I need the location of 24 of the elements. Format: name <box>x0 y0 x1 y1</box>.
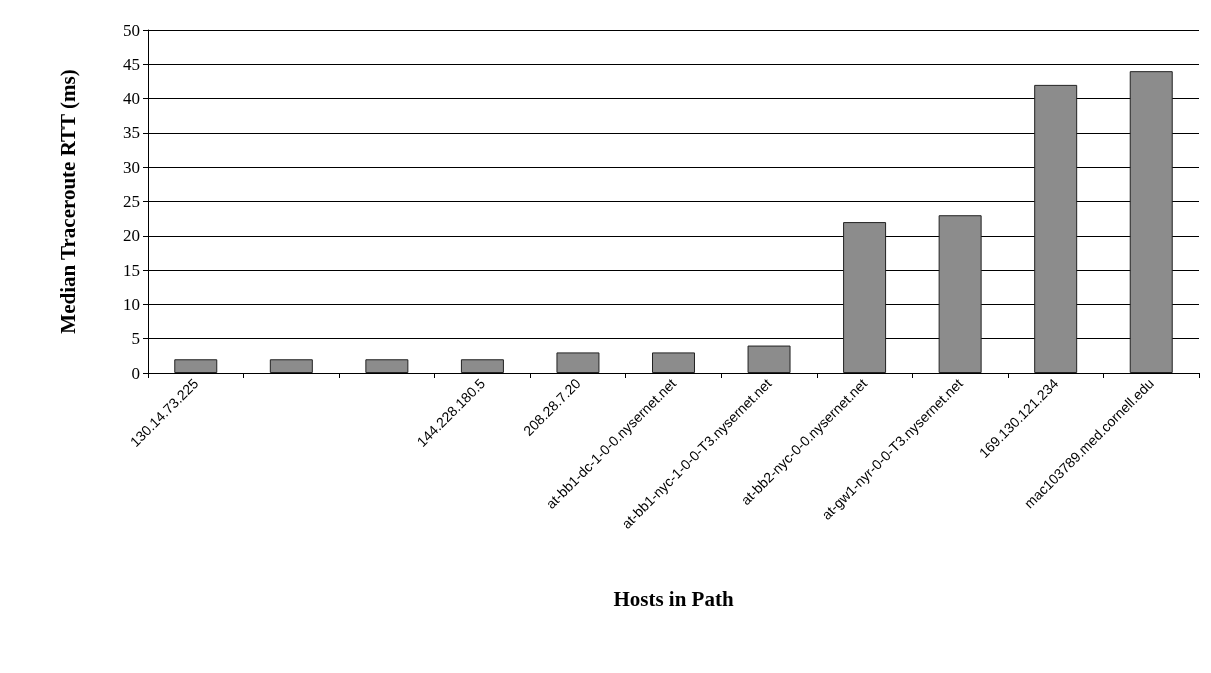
y-tick-label: 25 <box>123 192 140 211</box>
bar <box>1129 71 1173 373</box>
bar <box>938 215 982 373</box>
y-axis-title: Median Traceroute RTT (ms) <box>55 69 80 334</box>
y-tick-label: 15 <box>123 260 140 280</box>
y-tick-label: 5 <box>131 329 140 349</box>
y-tick-label: 10 <box>123 294 140 314</box>
bar <box>843 222 887 373</box>
y-tick-label: 45 <box>123 54 140 74</box>
y-tick-label: 35 <box>123 123 140 143</box>
bar <box>365 359 409 373</box>
y-tick-label: 20 <box>123 226 140 246</box>
bar <box>556 352 600 373</box>
bar <box>747 345 791 373</box>
bar <box>174 359 218 373</box>
y-tick-label: 30 <box>123 157 140 177</box>
x-axis-title: Hosts in Path <box>613 586 734 611</box>
bar <box>269 359 313 373</box>
bar <box>1034 84 1078 373</box>
bar <box>460 359 504 373</box>
y-tick-label: 0 <box>131 363 140 383</box>
bar <box>652 352 695 373</box>
y-tick-label: 50 <box>123 20 140 40</box>
y-tick-label: 40 <box>123 89 140 109</box>
